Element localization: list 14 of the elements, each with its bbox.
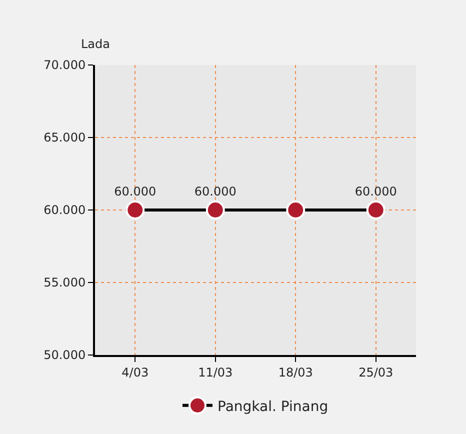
y-tick-label: 70.000	[44, 58, 86, 72]
y-tick-label: 60.000	[44, 203, 86, 218]
legend-label: Pangkal. Pinang	[218, 398, 328, 415]
y-axis-title: Lada	[81, 37, 110, 51]
x-tick-label: 25/03	[358, 365, 394, 380]
data-label: 60.000	[354, 184, 397, 198]
y-tick-label: 50.000	[44, 348, 86, 362]
data-label: 60.000	[194, 184, 236, 198]
y-tick-label: 55.000	[44, 276, 86, 290]
x-tick-label: 18/03	[278, 365, 313, 380]
data-label: 60.000	[114, 184, 156, 198]
x-tick-label: 11/03	[198, 365, 233, 380]
x-tick-label: 4/03	[122, 365, 149, 380]
y-tick-label: 65.000	[44, 130, 86, 145]
